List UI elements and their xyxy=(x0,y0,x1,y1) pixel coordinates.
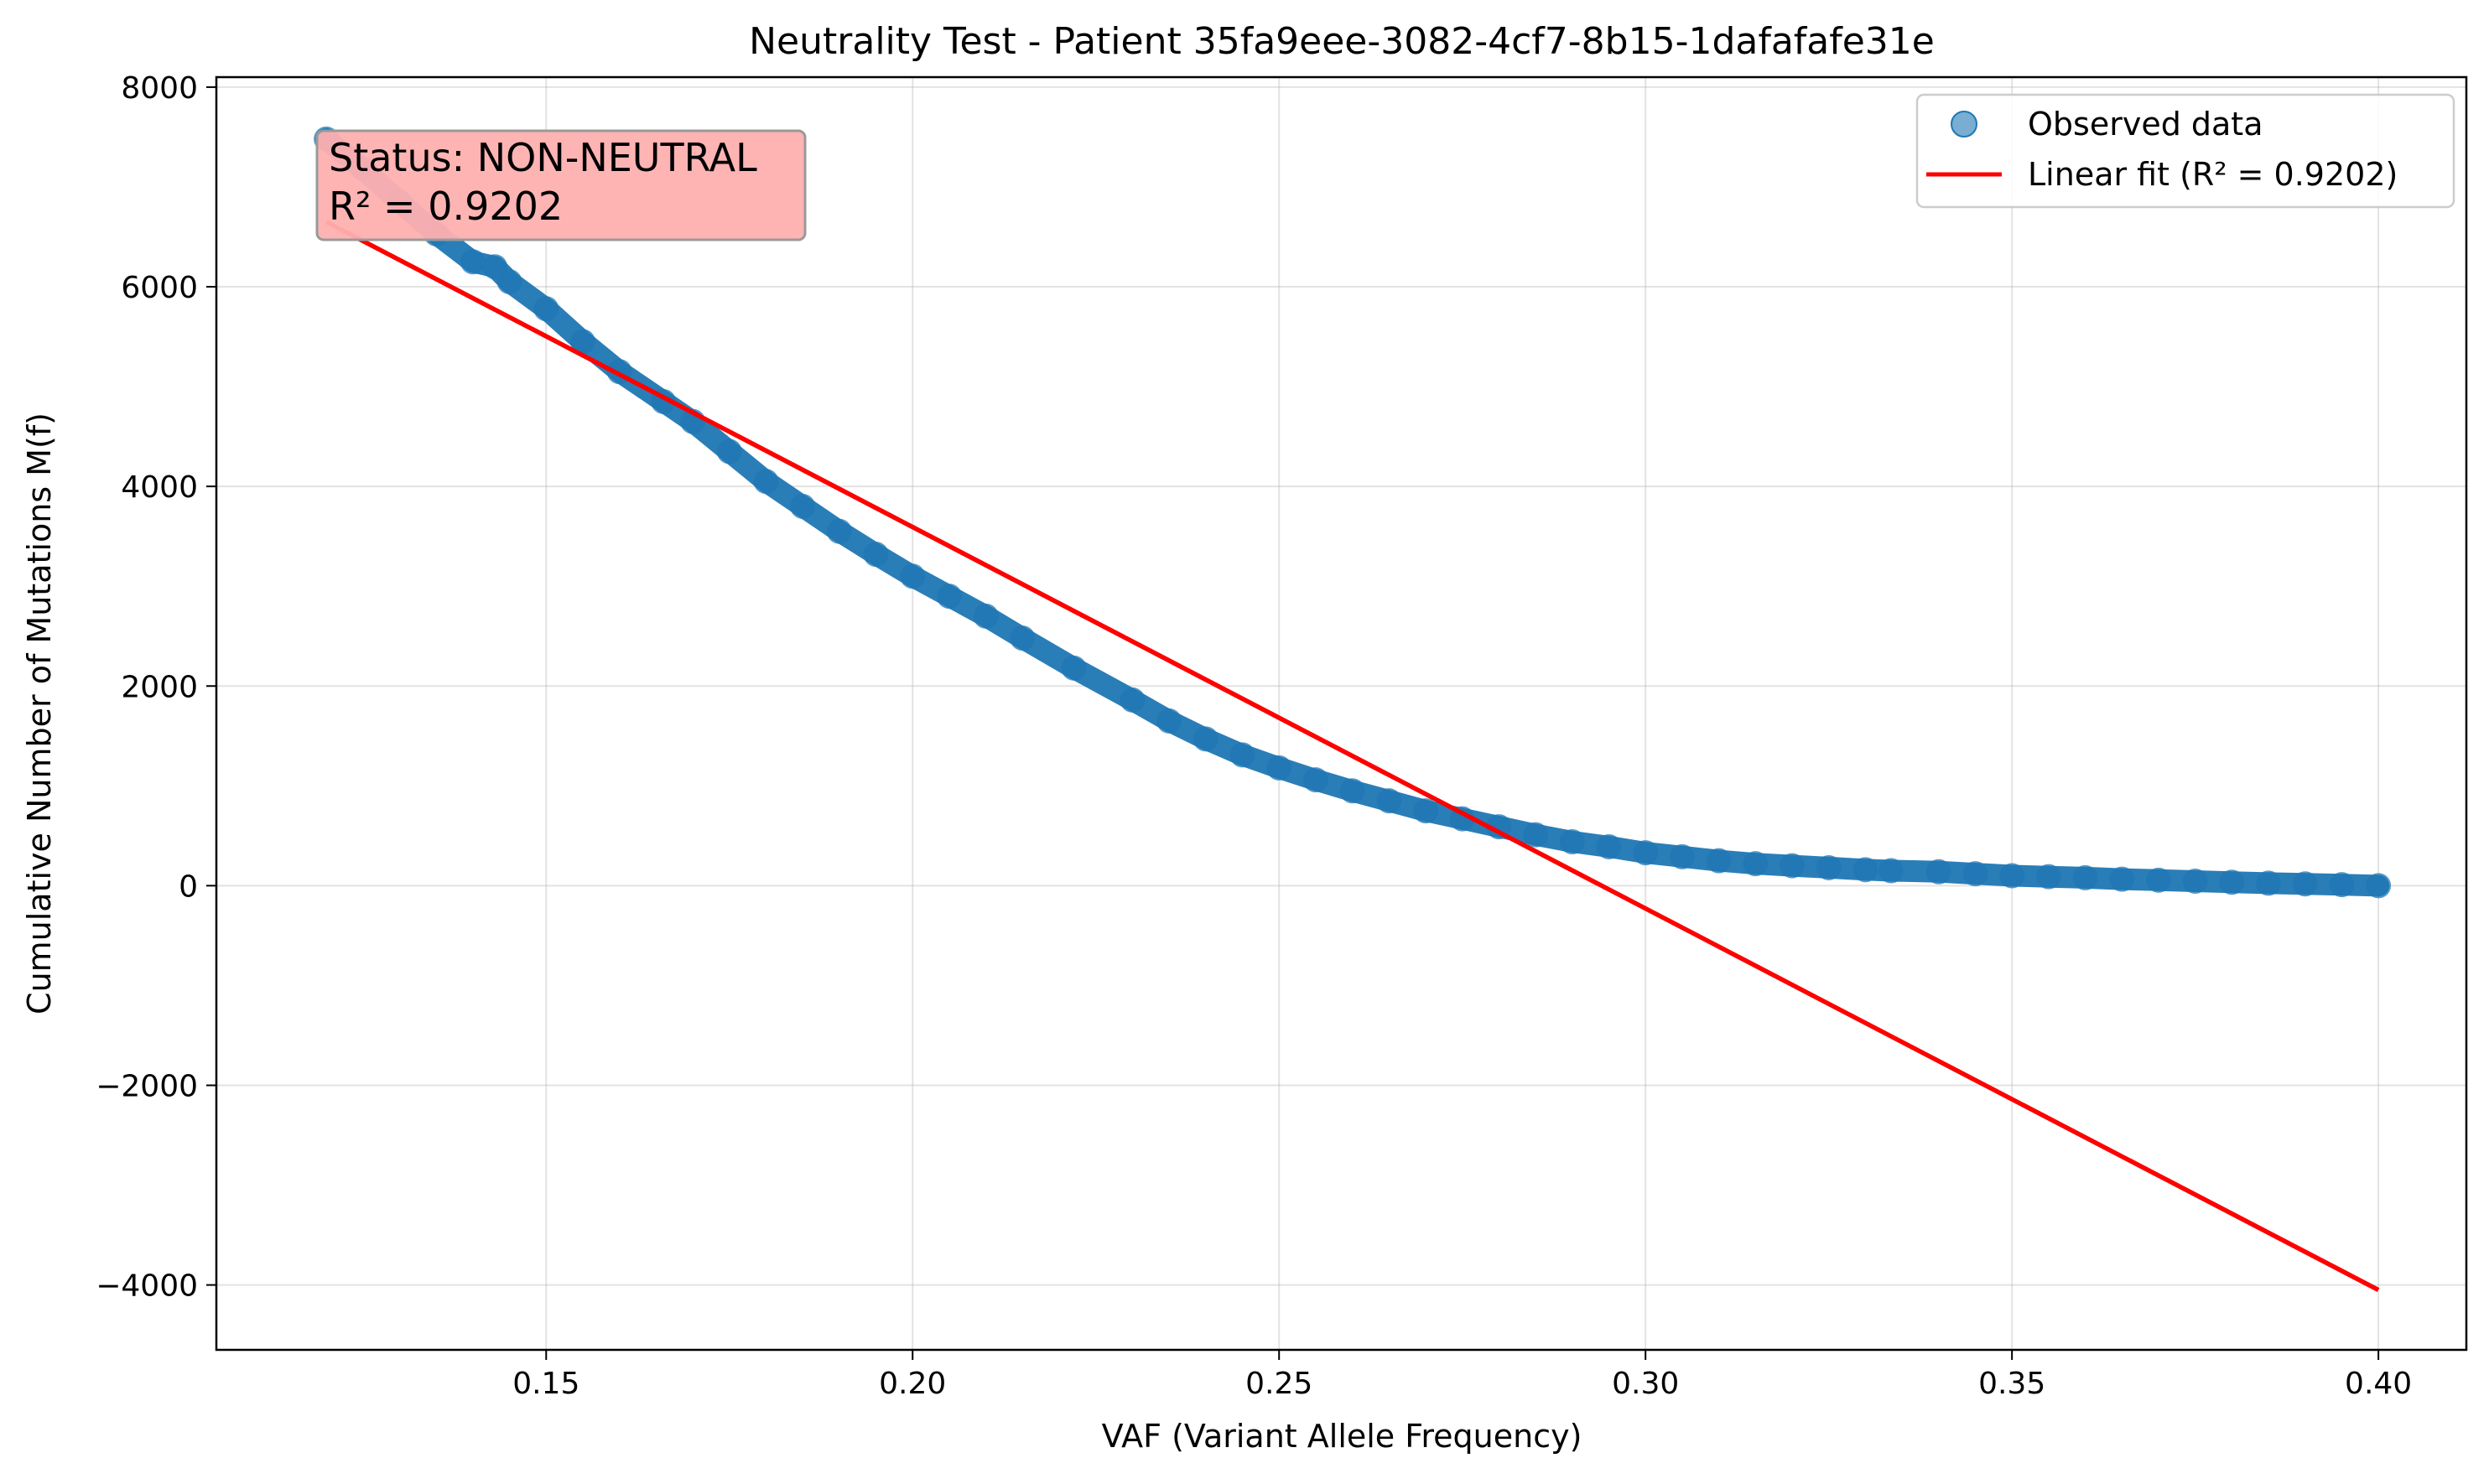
y-tick-label: 2000 xyxy=(121,670,198,704)
x-tick-label: 0.40 xyxy=(2345,1367,2412,1401)
observed-data-point xyxy=(2035,864,2061,890)
legend: Observed data Linear fit (R² = 0.9202) xyxy=(1915,93,2455,209)
observed-data-point xyxy=(1878,858,1904,884)
observed-data-point xyxy=(1852,857,1878,883)
observed-data-point xyxy=(1229,742,1255,768)
observed-data-point xyxy=(1061,655,1087,681)
observed-data-point xyxy=(2109,866,2135,892)
x-axis-ticks: 0.15 0.20 0.25 0.30 0.35 0.40 xyxy=(512,1350,2412,1401)
observed-data-point xyxy=(2256,870,2282,896)
observed-data-point xyxy=(2145,867,2171,893)
x-tick-label: 0.30 xyxy=(1612,1367,1679,1401)
observed-data-point xyxy=(716,438,742,464)
observed-data-point xyxy=(2219,869,2245,895)
observed-data-point xyxy=(1302,767,1328,793)
observed-data-point xyxy=(1120,687,1146,713)
status-annotation: Status: NON-NEUTRAL R² = 0.9202 xyxy=(315,129,807,241)
observed-data-point xyxy=(1559,828,1585,854)
status-annotation-line1: Status: NON-NEUTRAL xyxy=(329,135,757,180)
observed-data-point xyxy=(826,518,852,544)
observed-data-point xyxy=(1999,863,2025,889)
observed-data-point xyxy=(1596,833,1622,859)
x-tick-label: 0.20 xyxy=(879,1367,946,1401)
observed-data-point xyxy=(1413,798,1439,824)
observed-data-point xyxy=(1925,859,1951,885)
observed-data-point xyxy=(2292,871,2318,897)
observed-data-point xyxy=(1376,788,1402,814)
observed-data-point xyxy=(2329,872,2355,898)
x-axis-label: VAF (Variant Allele Frequency) xyxy=(1102,1418,1582,1455)
observed-data-point xyxy=(1449,806,1475,832)
status-annotation-line2: R² = 0.9202 xyxy=(329,184,563,229)
observed-data-point xyxy=(1779,853,1805,879)
legend-label-fit: Linear fit (R² = 0.9202) xyxy=(2028,156,2398,193)
y-tick-label: −4000 xyxy=(96,1269,198,1304)
observed-data-point xyxy=(973,603,999,629)
observed-data-point xyxy=(1010,625,1036,651)
linear-fit-line xyxy=(325,220,2380,1293)
fit-line-layer xyxy=(325,220,2380,1293)
y-tick-label: 4000 xyxy=(121,470,198,505)
observed-data-point xyxy=(533,296,559,322)
observed-data-point xyxy=(1743,851,1769,877)
plot-frame xyxy=(215,75,2468,1352)
observed-data-point xyxy=(2072,864,2098,890)
observed-data-point xyxy=(1156,708,1182,734)
y-tick-label: 0 xyxy=(179,869,198,904)
observed-data-point xyxy=(1193,726,1219,752)
observed-data-point xyxy=(790,493,816,519)
observed-data-point xyxy=(496,269,522,295)
y-axis-label: Cumulative Number of Mutations M(f) xyxy=(21,413,58,1014)
observed-data-point xyxy=(460,249,486,275)
chart-title: Neutrality Test - Patient 35fa9eee-3082-… xyxy=(749,20,1935,63)
observed-data-point xyxy=(1633,840,1659,866)
observed-data-point xyxy=(753,469,779,495)
observed-data-point xyxy=(2366,873,2392,899)
observed-data-point xyxy=(2182,869,2208,895)
y-axis-ticks: 8000 6000 4000 2000 0 −2000 −4000 xyxy=(96,71,216,1304)
legend-marker-observed xyxy=(1951,111,1977,138)
observed-data-point xyxy=(1266,755,1292,781)
observed-data-point xyxy=(1523,822,1549,848)
y-tick-label: 8000 xyxy=(121,71,198,106)
observed-data-point xyxy=(569,329,595,355)
observed-data-point xyxy=(1706,848,1732,874)
legend-box xyxy=(1915,93,2455,209)
observed-data-point xyxy=(1339,778,1365,804)
observed-data-point xyxy=(936,584,962,610)
x-tick-label: 0.15 xyxy=(512,1367,579,1401)
y-tick-label: 6000 xyxy=(121,271,198,305)
observed-data-point xyxy=(900,563,926,589)
observed-data-point xyxy=(863,542,889,568)
status-annotation-box xyxy=(315,129,807,241)
x-tick-label: 0.25 xyxy=(1245,1367,1312,1401)
x-tick-label: 0.35 xyxy=(1978,1367,2045,1401)
y-tick-label: −2000 xyxy=(96,1069,198,1103)
legend-label-observed: Observed data xyxy=(2028,106,2263,143)
observed-data-point xyxy=(1669,843,1695,869)
observed-data-point xyxy=(1962,861,1988,887)
observed-data-point xyxy=(1816,854,1842,880)
